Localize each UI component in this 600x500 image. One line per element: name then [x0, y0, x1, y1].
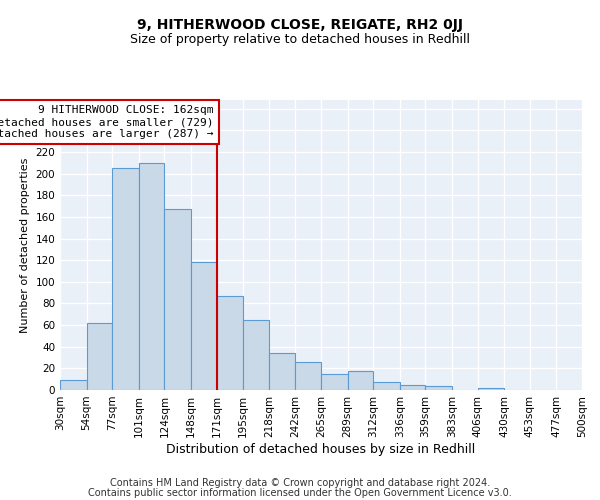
Bar [347, 370, 373, 390]
Bar [86, 323, 112, 390]
Bar [191, 262, 217, 390]
Bar [478, 388, 504, 390]
Text: Size of property relative to detached houses in Redhill: Size of property relative to detached ho… [130, 32, 470, 46]
Bar [112, 168, 139, 390]
Text: 9, HITHERWOOD CLOSE, REIGATE, RH2 0JJ: 9, HITHERWOOD CLOSE, REIGATE, RH2 0JJ [137, 18, 463, 32]
Bar [295, 362, 321, 390]
Bar [373, 382, 400, 390]
Y-axis label: Number of detached properties: Number of detached properties [20, 158, 30, 332]
Bar [425, 386, 452, 390]
Bar [217, 296, 243, 390]
Text: Contains public sector information licensed under the Open Government Licence v3: Contains public sector information licen… [88, 488, 512, 498]
Bar [243, 320, 269, 390]
X-axis label: Distribution of detached houses by size in Redhill: Distribution of detached houses by size … [166, 442, 476, 456]
Bar [321, 374, 347, 390]
Bar [164, 210, 191, 390]
Bar [139, 163, 164, 390]
Text: 9 HITHERWOOD CLOSE: 162sqm
← 71% of detached houses are smaller (729)
28% of sem: 9 HITHERWOOD CLOSE: 162sqm ← 71% of deta… [0, 106, 213, 138]
Bar [400, 384, 425, 390]
Bar [60, 380, 86, 390]
Bar [269, 353, 295, 390]
Text: Contains HM Land Registry data © Crown copyright and database right 2024.: Contains HM Land Registry data © Crown c… [110, 478, 490, 488]
